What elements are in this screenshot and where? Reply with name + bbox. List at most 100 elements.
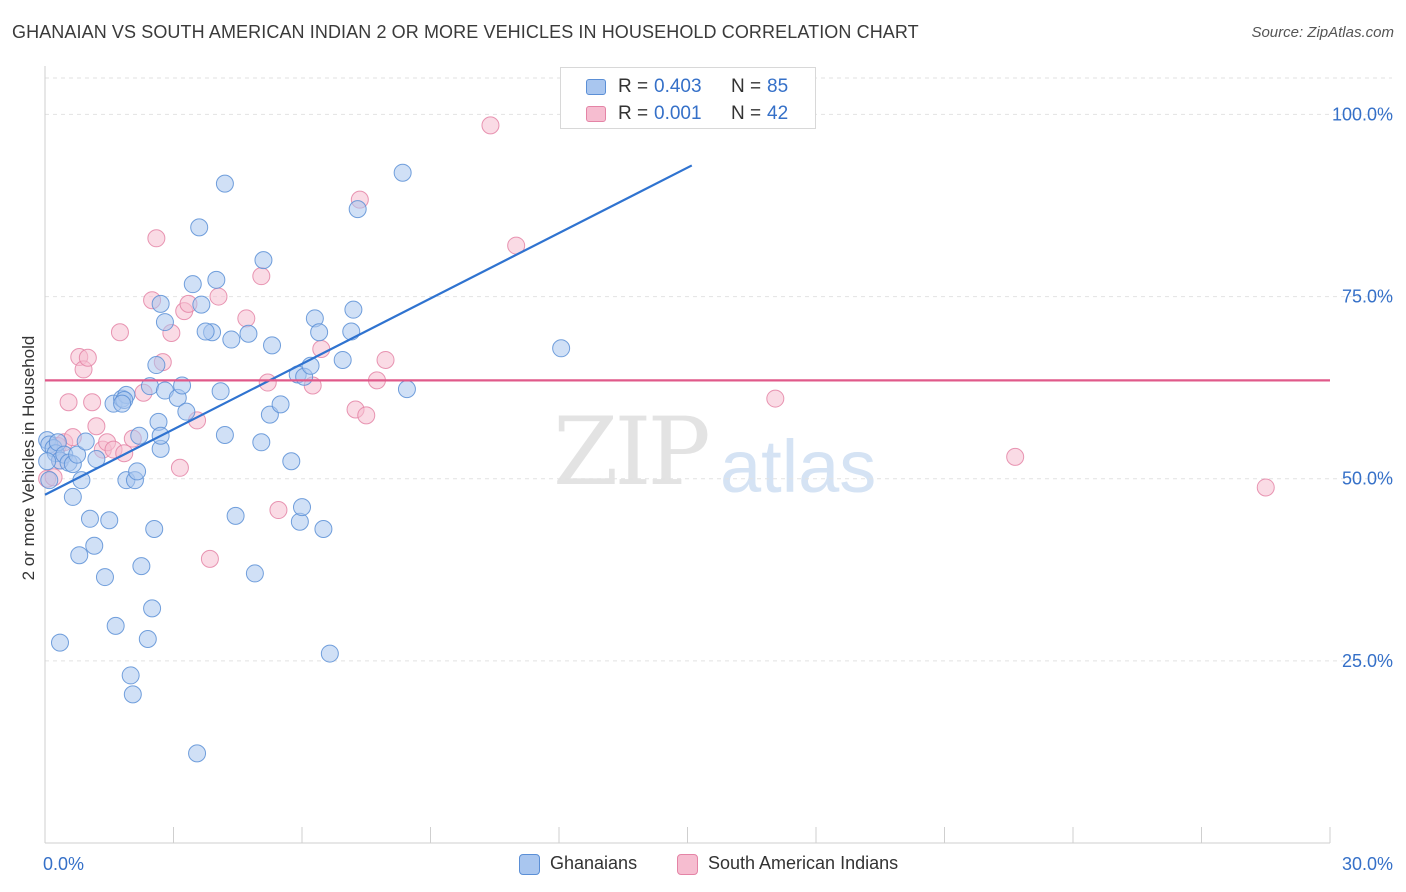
ghanaian-point: [70, 546, 89, 565]
ghanaian-point: [215, 426, 234, 444]
ghanaian-n-value: 85: [767, 76, 789, 97]
ghanaian-point: [155, 313, 174, 332]
sai-n-value: 42: [767, 103, 789, 124]
ghanaian-point: [40, 471, 59, 490]
legend-row-ghanaian: R = 0.403 N = 85: [561, 73, 815, 101]
ghanaian-swatch: [586, 79, 606, 95]
sai-point: [83, 393, 102, 412]
ghanaian-point: [63, 487, 82, 506]
ghanaian-point: [68, 445, 87, 464]
ghanaian-point: [95, 568, 114, 587]
ghanaian-point: [147, 356, 166, 375]
ghanaian-point: [282, 452, 301, 471]
source-credit: Source: ZipAtlas.com: [1251, 24, 1394, 41]
sai-point: [110, 323, 129, 342]
trend-lines: [44, 164, 1330, 496]
ghanaian-r-value: 0.403: [654, 76, 702, 97]
n-label: N =: [731, 103, 762, 124]
watermark-atlas: atlas: [720, 425, 877, 508]
ghanaian-point: [192, 295, 211, 314]
chart-title: GHANAIAN VS SOUTH AMERICAN INDIAN 2 OR M…: [12, 22, 919, 42]
ghanaian-points: [38, 163, 571, 763]
sai-legend-label: South American Indians: [708, 853, 899, 873]
sai-point: [376, 350, 395, 369]
ghanaian-legend-swatch: [519, 854, 540, 875]
x-tick-label: 0.0%: [43, 854, 84, 874]
tick-labels: 25.0% 50.0% 75.0% 100.0% 0.0% 30.0%: [43, 104, 1393, 874]
ghanaian-point: [100, 511, 119, 530]
ghanaian-point: [263, 336, 282, 355]
ghanaian-point: [80, 509, 99, 528]
ghanaian-point: [151, 294, 170, 313]
sai-point: [59, 393, 78, 412]
ghanaian-point: [393, 163, 412, 182]
ghanaian-point: [222, 330, 241, 349]
r-label: R =: [618, 103, 649, 124]
ghanaian-point: [132, 557, 151, 576]
ghanaian-point: [239, 324, 258, 343]
ghanaian-point: [252, 433, 271, 452]
sai-point: [87, 417, 106, 436]
ghanaian-point: [177, 402, 196, 421]
sai-point: [209, 287, 228, 306]
ghanaian-point: [226, 506, 245, 525]
n-label: N =: [731, 76, 762, 97]
ghanaian-point: [106, 616, 125, 635]
ghanaian-point: [121, 666, 140, 685]
ghanaian-point: [130, 426, 149, 445]
sai-point: [357, 406, 376, 425]
series-legend: Ghanaians South American Indians: [0, 851, 1406, 879]
sai-point: [147, 229, 166, 248]
ghanaian-point: [215, 174, 234, 193]
sai-point: [481, 116, 500, 135]
sai-point: [252, 267, 271, 286]
ticks: [44, 827, 1331, 843]
ghanaian-legend-label: Ghanaians: [550, 853, 638, 873]
y-axis-label: 2 or more Vehicles in Household: [19, 335, 38, 581]
ghanaian-point: [138, 630, 157, 648]
ghanaian-point: [342, 322, 361, 341]
sai-point: [170, 458, 189, 477]
ghanaian-point: [196, 322, 215, 341]
y-tick-label: 25.0%: [1342, 651, 1393, 671]
ghanaian-point: [314, 519, 333, 538]
ghanaian-point: [293, 498, 311, 517]
ghanaian-point: [50, 633, 69, 652]
correlation-legend: R = 0.403 N = 85 R = 0.001 N = 42: [560, 67, 816, 129]
ghanaian-point: [188, 744, 207, 763]
watermark-zip: ZIP: [553, 398, 711, 507]
sai-point: [237, 309, 256, 328]
sai-point: [269, 501, 288, 520]
ghanaian-point: [113, 394, 132, 413]
y-tick-label: 75.0%: [1342, 287, 1393, 307]
axes: [44, 66, 1330, 844]
ghanaian-point: [143, 599, 162, 618]
sai-legend-swatch: [677, 854, 698, 875]
sai-r-value: 0.001: [654, 103, 702, 124]
ghanaian-point: [310, 323, 329, 342]
ghanaian-trend-line: [44, 164, 693, 496]
ghanaian-point: [145, 519, 164, 538]
sai-point: [766, 389, 785, 408]
legend-row-sai: R = 0.001 N = 42: [561, 100, 815, 128]
sai-point: [78, 348, 97, 367]
ghanaian-point: [397, 380, 416, 399]
ghanaian-point: [190, 218, 209, 237]
ghanaian-point: [183, 275, 202, 294]
ghanaian-point: [254, 251, 273, 270]
ghanaian-point: [123, 685, 142, 704]
y-tick-label: 100.0%: [1332, 104, 1393, 124]
sai-point: [200, 549, 219, 568]
ghanaian-point: [348, 200, 367, 219]
ghanaian-point: [320, 644, 339, 663]
ghanaian-point: [76, 432, 95, 451]
r-label: R =: [618, 76, 649, 97]
sai-swatch: [586, 106, 606, 122]
ghanaian-point: [207, 270, 226, 289]
y-tick-label: 50.0%: [1342, 469, 1393, 489]
sai-point: [1006, 447, 1025, 466]
ghanaian-point: [271, 395, 290, 414]
sai-point: [1256, 478, 1275, 497]
ghanaian-point: [128, 462, 147, 481]
